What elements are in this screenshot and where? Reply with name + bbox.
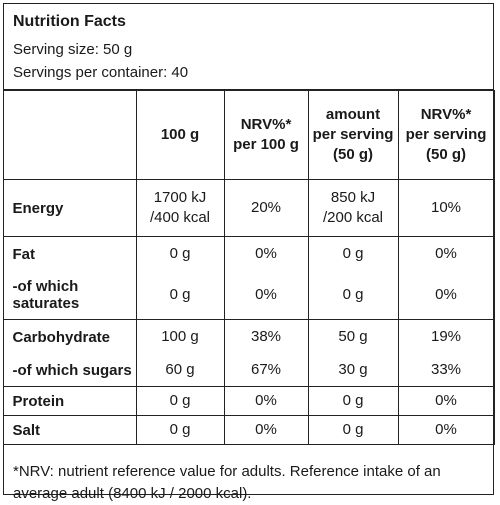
cell-text: /200 kcal [322, 209, 384, 226]
col-header-text: per 100 g [233, 136, 299, 153]
row-label: Carbohydrate [2, 319, 137, 354]
col-header-text: amount [325, 106, 381, 123]
cell-text: 1700 kJ [153, 189, 207, 206]
cell-per-serving: 30 g [307, 354, 399, 387]
label-title: Nutrition Facts [13, 13, 126, 30]
cell-per-serving: 0 g [307, 271, 399, 320]
cell-text: 850 kJ [330, 189, 376, 206]
cell-nrv-per-100g: 38% [223, 319, 309, 354]
col-header-nrv-per-100g: NRV%* per 100 g [223, 90, 309, 180]
row-label: Energy [2, 179, 137, 237]
row-label-text: saturates [12, 295, 80, 312]
row-label: -of which sugars [2, 354, 137, 387]
cell-per-serving: 50 g [307, 319, 399, 354]
cell-per-serving: 0 g [307, 415, 399, 445]
servings-per-container: Servings per container: 40 [13, 64, 189, 81]
cell-nrv-per-100g: 67% [223, 354, 309, 387]
cell-per-100g: 100 g [135, 319, 225, 354]
footnote: *NRV: nutrient reference value for adult… [13, 463, 441, 502]
row-label: Protein [2, 386, 137, 416]
cell-per-serving: 0 g [307, 386, 399, 416]
row-label: -of which saturates [2, 271, 137, 320]
row-label-text: -of which [12, 278, 79, 295]
cell-per-serving: 0 g [307, 236, 399, 271]
col-header-text: 100 g [160, 126, 200, 143]
label-header: Nutrition Facts Serving size: 50 g Servi… [4, 4, 493, 90]
cell-nrv-per-serving: 19% [397, 319, 495, 354]
cell-nrv-per-100g: 0% [223, 415, 309, 445]
cell-nrv-per-100g: 0% [223, 236, 309, 271]
col-header-text: per serving [405, 126, 487, 143]
table-row-salt: Salt 0 g 0% 0 g 0% [2, 415, 495, 445]
cell-nrv-per-serving: 0% [397, 386, 495, 416]
table-row-protein: Protein 0 g 0% 0 g 0% [2, 386, 495, 416]
nutrition-label: Nutrition Facts Serving size: 50 g Servi… [2, 3, 495, 502]
serving-size: Serving size: 50 g [13, 41, 133, 58]
col-header-text: (50 g) [425, 146, 466, 163]
cell-per-serving: 850 kJ /200 kcal [307, 179, 399, 237]
cell-nrv-per-serving: 0% [397, 236, 495, 271]
cell-nrv-per-serving: 10% [397, 179, 495, 237]
row-label: Salt [2, 415, 137, 445]
cell-nrv-per-100g: 0% [223, 386, 309, 416]
col-header-per-100g: 100 g [135, 90, 225, 180]
col-header-text: NRV%* [420, 106, 472, 123]
cell-per-100g: 0 g [135, 386, 225, 416]
col-header-amount-per-serving: amount per serving (50 g) [307, 90, 399, 180]
col-header-text: NRV%* [240, 116, 292, 133]
cell-per-100g: 0 g [135, 415, 225, 445]
cell-nrv-per-serving: 33% [397, 354, 495, 387]
nutrition-table: 100 g NRV%* per 100 g amount per serving… [2, 90, 495, 445]
cell-per-100g: 1700 kJ /400 kcal [135, 179, 225, 237]
col-header-text: per serving [312, 126, 394, 143]
cell-nrv-per-serving: 0% [397, 415, 495, 445]
cell-nrv-per-100g: 0% [223, 271, 309, 320]
cell-nrv-per-100g: 20% [223, 179, 309, 237]
table-row-energy: Energy 1700 kJ /400 kcal 20% 850 kJ /200… [2, 179, 495, 237]
table-row-fat: Fat 0 g 0% 0 g 0% [2, 236, 495, 271]
cell-text: /400 kcal [149, 209, 211, 226]
cell-nrv-per-serving: 0% [397, 271, 495, 320]
table-row-saturates: -of which saturates 0 g 0% 0 g 0% [2, 271, 495, 320]
table-row-sugars: -of which sugars 60 g 67% 30 g 33% [2, 354, 495, 387]
row-label: Fat [2, 236, 137, 271]
header-blank-cell [2, 90, 137, 180]
table-header-row: 100 g NRV%* per 100 g amount per serving… [2, 90, 495, 180]
cell-per-100g: 0 g [135, 271, 225, 320]
table-row-carbohydrate: Carbohydrate 100 g 38% 50 g 19% [2, 319, 495, 354]
cell-per-100g: 0 g [135, 236, 225, 271]
col-header-text: (50 g) [332, 146, 373, 163]
col-header-nrv-per-serving: NRV%* per serving (50 g) [397, 90, 495, 180]
cell-per-100g: 60 g [135, 354, 225, 387]
